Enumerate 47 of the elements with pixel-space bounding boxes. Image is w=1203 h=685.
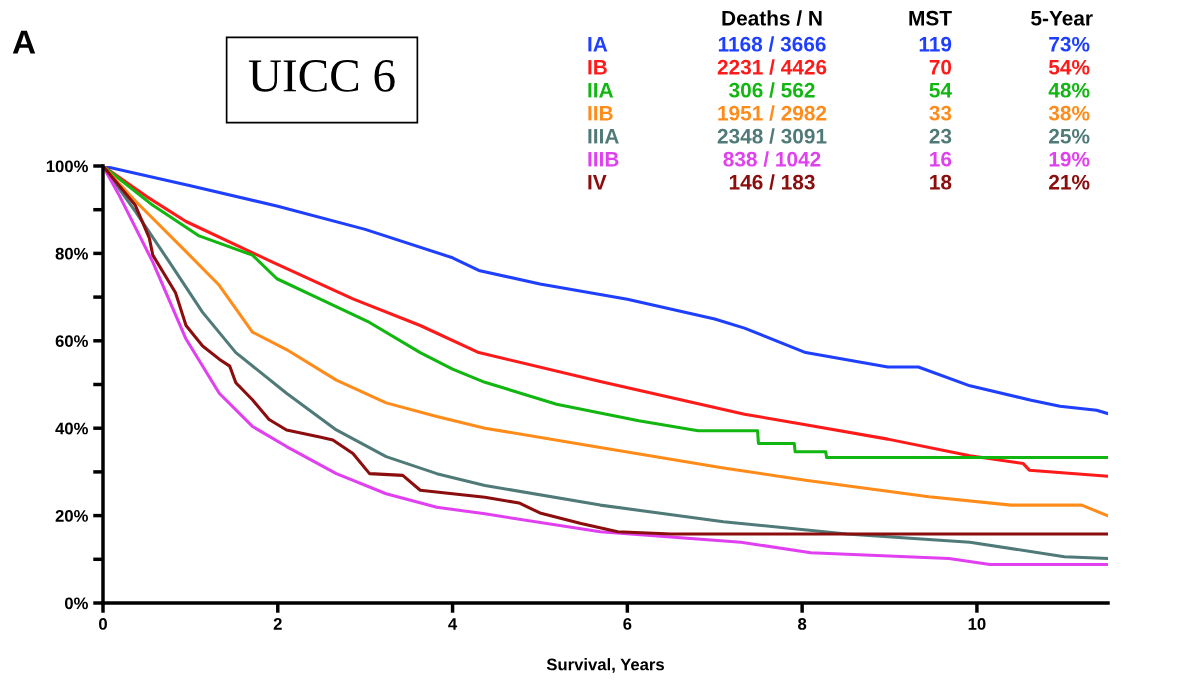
text: IB	[588, 60, 607, 75]
line-series	[103, 166, 1108, 415]
y-tick-label: 40%	[55, 422, 88, 435]
chart-title: UICC 6	[248, 60, 395, 92]
annotation: 21%	[1049, 174, 1090, 190]
y-tick-label: 60%	[55, 335, 88, 347]
text: 70	[929, 59, 952, 75]
x-axis-title: Survival, Years	[546, 658, 664, 673]
text: IV	[588, 175, 607, 190]
text: IIIA	[588, 129, 619, 144]
text: 2348 / 3091	[717, 128, 827, 144]
annotation: 19%	[1049, 151, 1090, 167]
text: 1951 / 2982	[718, 105, 827, 121]
text: IIIB	[588, 152, 619, 167]
text: 23	[929, 128, 952, 144]
text: 5-Year	[1031, 11, 1093, 26]
text: 306 / 562	[729, 82, 815, 98]
text: 73%	[1049, 36, 1090, 52]
text: 2231 / 4426	[717, 59, 827, 75]
y-tick-label: 20%	[55, 510, 88, 522]
text: IIB	[588, 106, 613, 121]
x-tick-label: 4	[448, 618, 458, 630]
text: 54	[929, 83, 952, 98]
text: 38%	[1048, 105, 1090, 121]
y-tick-label: 80%	[55, 247, 88, 260]
annotation: 18	[930, 174, 952, 190]
x-tick-label: 0	[99, 618, 107, 630]
x-tick-label: 10	[968, 618, 986, 630]
x-tick-label: 2	[273, 618, 282, 630]
text: 1168 / 3666	[718, 36, 826, 52]
x-tick-label: 8	[798, 618, 807, 630]
x-tick-label: 6	[623, 618, 632, 630]
text: Deaths / N	[722, 10, 822, 26]
text: IA	[588, 37, 608, 52]
text: MST	[909, 10, 952, 26]
text: 33	[929, 105, 952, 121]
text: A	[12, 30, 36, 54]
text: 54%	[1048, 59, 1090, 75]
y-tick-label: 100%	[46, 160, 88, 173]
annotation: 16	[930, 151, 952, 167]
text: 119	[919, 36, 952, 52]
annotation: 838 / 1042	[723, 151, 821, 167]
y-tick-label: 0%	[64, 597, 88, 610]
annotation: 146 / 183	[729, 174, 815, 190]
text: 48%	[1048, 82, 1090, 98]
text: 25%	[1049, 128, 1090, 144]
text: IIA	[588, 83, 614, 98]
